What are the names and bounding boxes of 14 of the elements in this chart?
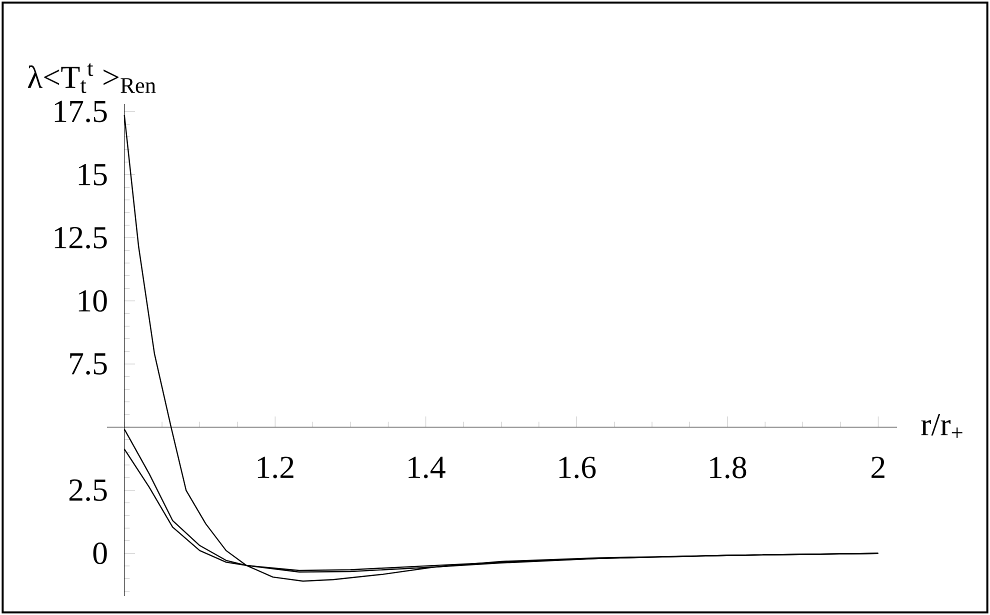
x-tick-label: 1.4: [408, 456, 446, 478]
y-tick-label: 2.5: [69, 479, 107, 502]
x-tick-label: 1.6: [559, 456, 596, 478]
y-tick-label: 7.5: [70, 353, 107, 375]
y-tick-label: 17.5: [54, 100, 107, 122]
x-tick-label: 2: [872, 456, 884, 478]
y-tick-label: 0: [93, 542, 107, 564]
x-axis-title: r/r$_{+}$: [921, 414, 962, 438]
y-tick-label: 15: [78, 164, 107, 186]
x-tick-label: 1.8: [710, 456, 746, 478]
x-tick-label: 1.2: [258, 456, 294, 478]
y-axis-title: λ<T$_{t}$$^{t}$ >$_{Ren}$: [28, 63, 156, 94]
y-tick-label: 12.5: [54, 226, 107, 249]
y-tick-label: 10: [78, 290, 107, 312]
